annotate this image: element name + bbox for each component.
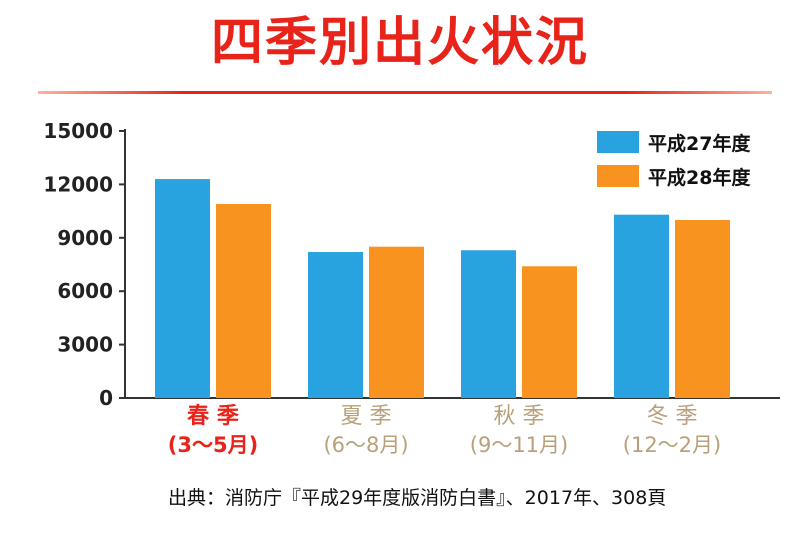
category-range-label: (12〜2月) (623, 433, 721, 457)
y-tick-label: 15000 (43, 119, 113, 143)
bar (155, 179, 210, 398)
bar (308, 252, 363, 398)
title-underline (38, 91, 772, 94)
category-range-label: (9〜11月) (470, 433, 568, 457)
category-label: 夏 季 (341, 404, 392, 429)
y-tick-label: 6000 (57, 279, 113, 303)
legend-swatch (597, 165, 639, 187)
category-range-label: (3〜5月) (168, 433, 258, 457)
source-citation: 出典：消防庁『平成29年度版消防白書』、2017年、308頁 (168, 487, 667, 509)
bar (461, 250, 516, 398)
y-tick-label: 0 (99, 386, 113, 410)
bar (216, 203, 271, 398)
bar (369, 246, 424, 398)
y-tick-label: 3000 (57, 333, 113, 357)
legend-swatch (597, 131, 639, 153)
y-tick-label: 12000 (43, 172, 113, 196)
bar (675, 220, 730, 398)
bar (614, 214, 669, 398)
category-label: 冬 季 (647, 404, 698, 429)
y-tick-label: 9000 (57, 226, 113, 250)
legend-label: 平成27年度 (648, 132, 751, 155)
legend-label: 平成28年度 (648, 166, 751, 189)
category-label: 春 季 (187, 404, 239, 429)
chart-title: 四季別出火状況 (210, 13, 589, 73)
category-range-label: (6〜8月) (323, 433, 408, 457)
category-label: 秋 季 (494, 404, 545, 429)
bar (522, 266, 577, 398)
